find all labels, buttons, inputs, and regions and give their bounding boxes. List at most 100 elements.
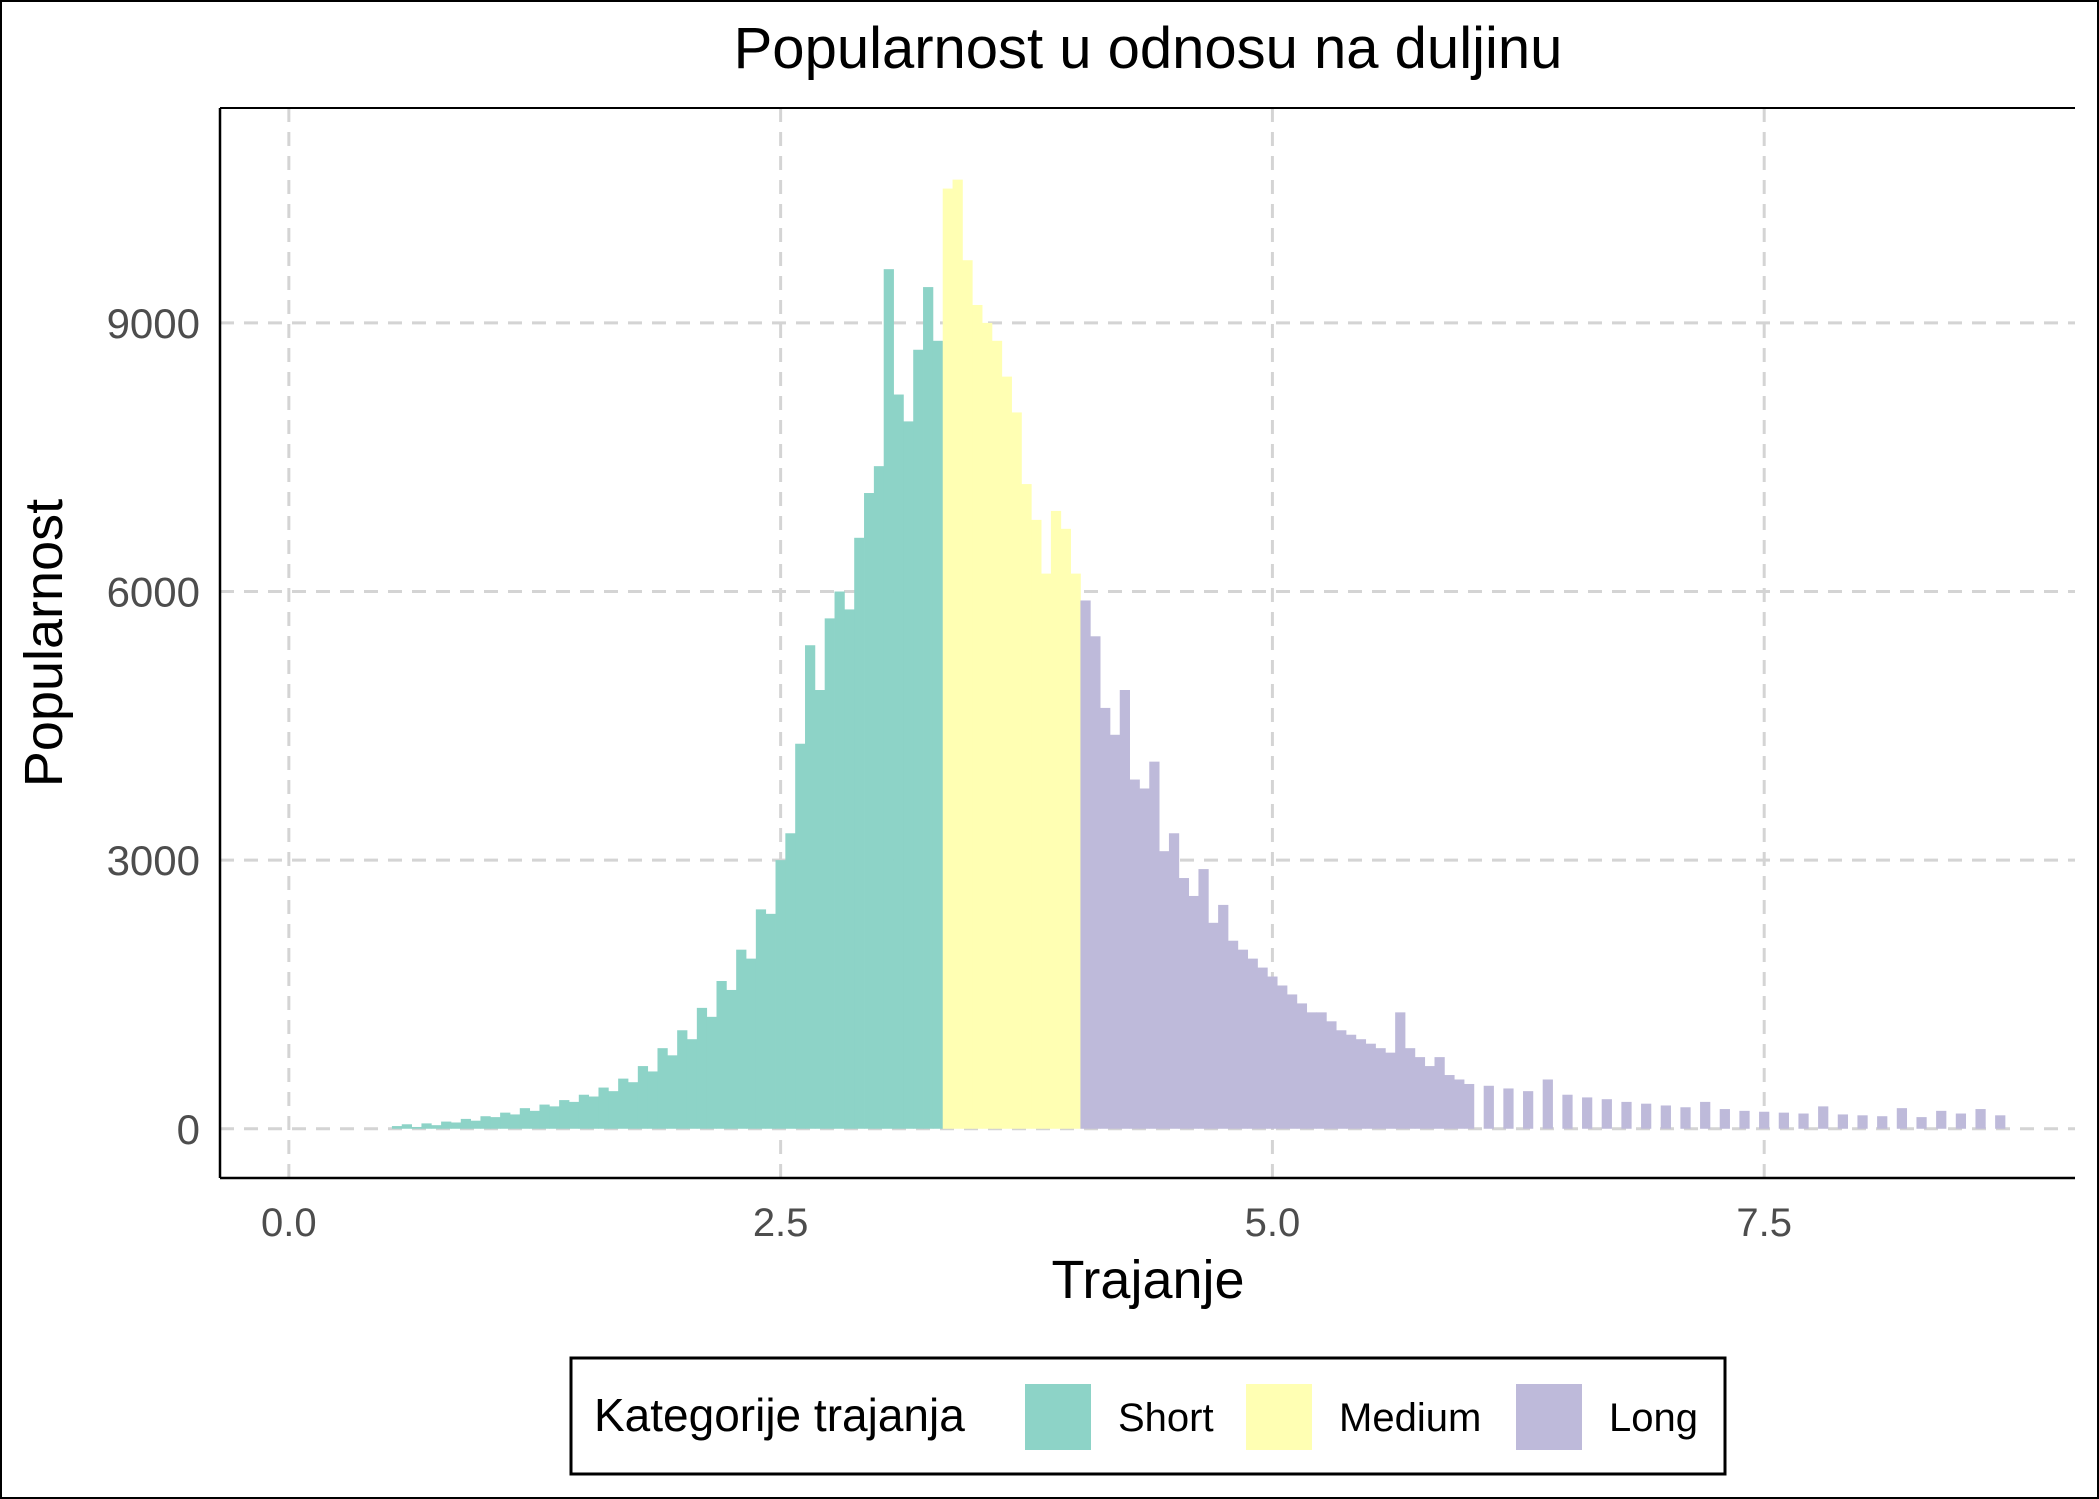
bar-long [1542, 1079, 1553, 1129]
bar-short [588, 1096, 599, 1129]
bar-long [1916, 1117, 1927, 1129]
bar-short [470, 1120, 481, 1129]
bar-long [1404, 1048, 1416, 1129]
bar-long [1208, 922, 1219, 1129]
bar-medium [962, 260, 973, 1129]
bar-long [1739, 1110, 1750, 1129]
bar-short [568, 1101, 580, 1129]
x-axis-label: Trajanje [1051, 1250, 1244, 1310]
bar-medium [1070, 573, 1081, 1129]
bar-long [1414, 1057, 1426, 1129]
bar-short [441, 1121, 452, 1129]
legend: Kategorije trajanja Short Medium Long [569, 1356, 1727, 1476]
y-tick-label: 3000 [107, 837, 200, 884]
bar-short [864, 493, 875, 1129]
bar-short [647, 1071, 658, 1129]
bar-long [1247, 958, 1258, 1129]
bar-long [1700, 1101, 1711, 1129]
bar-short [795, 743, 806, 1129]
bar-long [1198, 869, 1209, 1129]
bar-short [814, 690, 826, 1129]
bar-short [716, 981, 727, 1129]
bar-long [1877, 1116, 1888, 1129]
bar-short [824, 618, 835, 1129]
bar-short [509, 1114, 521, 1129]
bar-short [460, 1118, 472, 1129]
legend-swatch-medium [1246, 1384, 1312, 1450]
bar-short [686, 1039, 698, 1129]
bar-long [1316, 1012, 1327, 1129]
bar-short [431, 1125, 442, 1129]
bar-short [637, 1066, 649, 1129]
bar-short [480, 1116, 491, 1129]
legend-title: Kategorije trajanja [594, 1389, 965, 1441]
bar-short [755, 909, 767, 1129]
bar-long [1345, 1034, 1357, 1129]
bar-short [500, 1112, 511, 1129]
y-axis-label: Popularnost [14, 499, 74, 787]
bar-short [706, 1016, 717, 1129]
bar-short [736, 949, 747, 1129]
bar-long [1277, 985, 1288, 1129]
axes [218, 107, 2075, 1180]
bar-medium [942, 188, 953, 1129]
bar-long [1857, 1115, 1868, 1129]
bar-long [1719, 1109, 1730, 1129]
bar-short [932, 340, 944, 1129]
x-tick-label: 5.0 [1245, 1201, 1301, 1245]
bar-short [618, 1078, 629, 1129]
bar-short [578, 1094, 590, 1129]
x-tick-label: 7.5 [1736, 1201, 1792, 1245]
bar-long [1218, 904, 1229, 1129]
bar-long [1257, 967, 1268, 1129]
legend-label-short: Short [1118, 1396, 1214, 1440]
bar-long [1139, 788, 1150, 1129]
bar-long [1483, 1085, 1494, 1129]
bar-short [598, 1087, 609, 1129]
legend-swatch-long [1516, 1384, 1582, 1450]
bar-long [1100, 707, 1111, 1129]
x-tick-label: 0.0 [261, 1201, 317, 1245]
bar-long [1080, 600, 1091, 1129]
bar-long [1955, 1113, 1967, 1129]
bar-long [1454, 1079, 1465, 1129]
bar-short [401, 1124, 412, 1129]
bar-long [1090, 636, 1101, 1129]
bar-short [657, 1048, 668, 1129]
bar-short [834, 591, 845, 1129]
bar-short [529, 1110, 540, 1129]
bar-long [1660, 1105, 1671, 1129]
bar-long [1286, 994, 1298, 1129]
bar-long [1464, 1083, 1475, 1129]
bar-long [1385, 1052, 1396, 1129]
bar-medium [1050, 510, 1062, 1129]
bar-short [785, 833, 796, 1129]
chart-title: Popularnost u odnosu na duljinu [734, 16, 1563, 81]
bar-short [490, 1117, 501, 1129]
bar-long [1641, 1103, 1652, 1129]
bar-long [1798, 1113, 1809, 1129]
bar-medium [972, 304, 983, 1129]
legend-label-long: Long [1609, 1396, 1698, 1440]
legend-swatch-short [1025, 1384, 1091, 1450]
bar-long [1188, 895, 1199, 1129]
bar-long [1355, 1039, 1367, 1129]
bar-short [726, 989, 737, 1129]
bar-short [883, 269, 894, 1129]
bar-long [1434, 1057, 1445, 1129]
bar-long [1178, 878, 1190, 1129]
bar-long [1168, 833, 1180, 1129]
bar-long [1601, 1099, 1612, 1129]
bar-long [1818, 1106, 1829, 1129]
bar-long [1129, 779, 1140, 1129]
bar-long [1227, 940, 1239, 1129]
bar-long [1837, 1114, 1848, 1129]
bar-long [1109, 734, 1121, 1129]
bar-short [627, 1082, 639, 1129]
bar-long [1778, 1112, 1789, 1129]
bar-short [696, 1007, 708, 1129]
bar-short [854, 537, 865, 1129]
bar-long [1119, 690, 1130, 1129]
bar-short [391, 1126, 403, 1129]
